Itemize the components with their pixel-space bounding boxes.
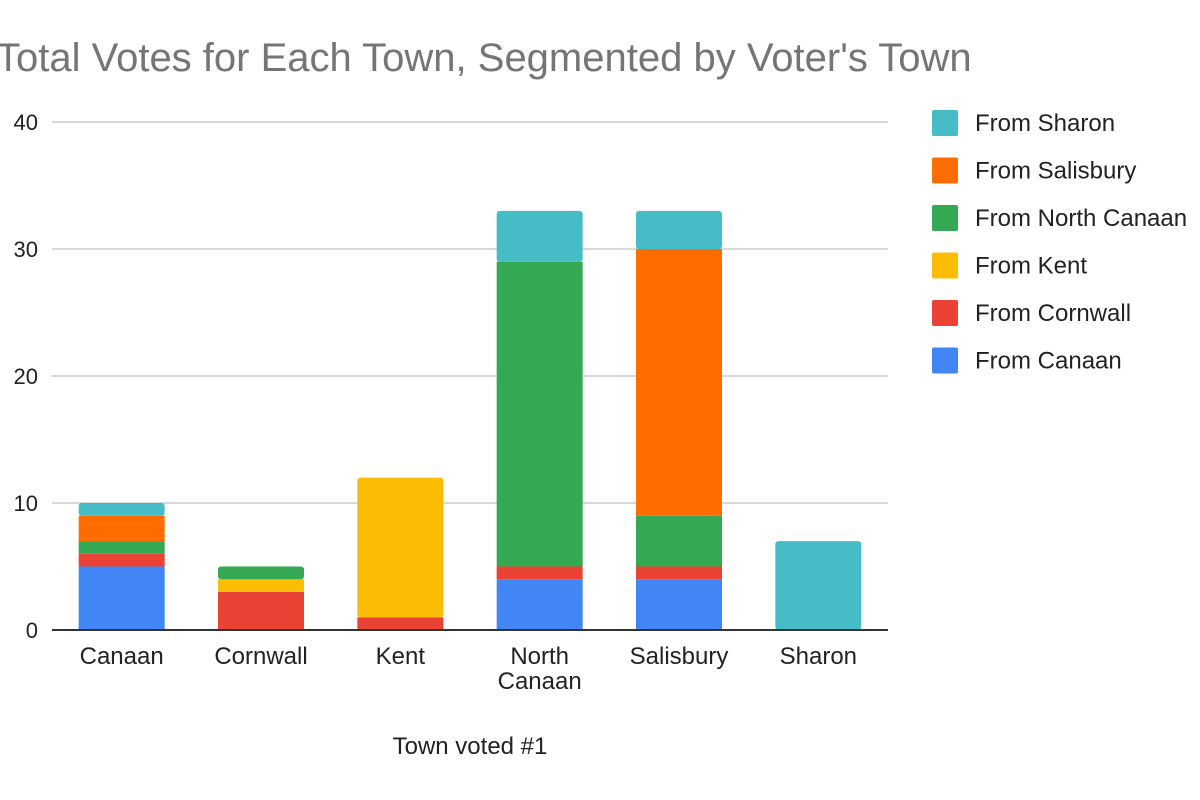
legend-swatch (932, 347, 958, 374)
legend-swatch (932, 157, 958, 184)
bar-segment (496, 566, 583, 580)
bar-segment (496, 579, 583, 630)
legend-label: From Canaan (975, 348, 1122, 375)
legend-swatch (932, 252, 958, 279)
bar-segment (357, 617, 444, 630)
bar-segment (218, 579, 304, 592)
y-tick-label: 30 (14, 237, 38, 262)
bar-segment (78, 503, 165, 516)
x-axis-title: Town voted #1 (393, 733, 548, 760)
x-tick-label: North (510, 643, 569, 670)
bar-segment (218, 566, 304, 580)
legend-label: From North Canaan (975, 205, 1187, 232)
bar-segment (636, 579, 722, 630)
y-tick-label: 40 (14, 110, 38, 135)
legend-swatch (932, 205, 958, 231)
x-tick-label: Canaan (80, 643, 164, 670)
bar-segment (636, 515, 722, 567)
x-tick-label: Sharon (780, 643, 857, 670)
legend-label: From Cornwall (975, 300, 1131, 327)
legend-label: From Sharon (975, 110, 1115, 137)
legend-label: From Salisbury (975, 158, 1136, 185)
bar-segment (357, 477, 444, 618)
x-tick-label: Kent (376, 643, 426, 670)
bar-segment (78, 541, 165, 554)
x-tick-label: Salisbury (630, 643, 729, 670)
bar-segment (78, 566, 165, 630)
bar-segment (636, 210, 722, 249)
bar-segment (78, 515, 165, 542)
bar-segment (636, 249, 722, 516)
x-tick-label: Canaan (498, 668, 582, 695)
y-tick-label: 10 (14, 491, 38, 516)
bar-segment (496, 210, 583, 262)
y-tick-label: 20 (14, 364, 38, 389)
bar-segment (775, 541, 862, 630)
bar-segment (78, 553, 165, 567)
chart-title: Total Votes for Each Town, Segmented by … (0, 36, 972, 80)
y-tick-label: 0 (26, 618, 38, 643)
bar-segment (218, 591, 304, 630)
x-tick-label: Cornwall (214, 643, 307, 670)
bar-segment (636, 566, 722, 580)
legend-swatch (932, 110, 958, 136)
bar-segment (496, 261, 583, 567)
legend-swatch (932, 300, 958, 326)
legend-label: From Kent (975, 253, 1087, 280)
